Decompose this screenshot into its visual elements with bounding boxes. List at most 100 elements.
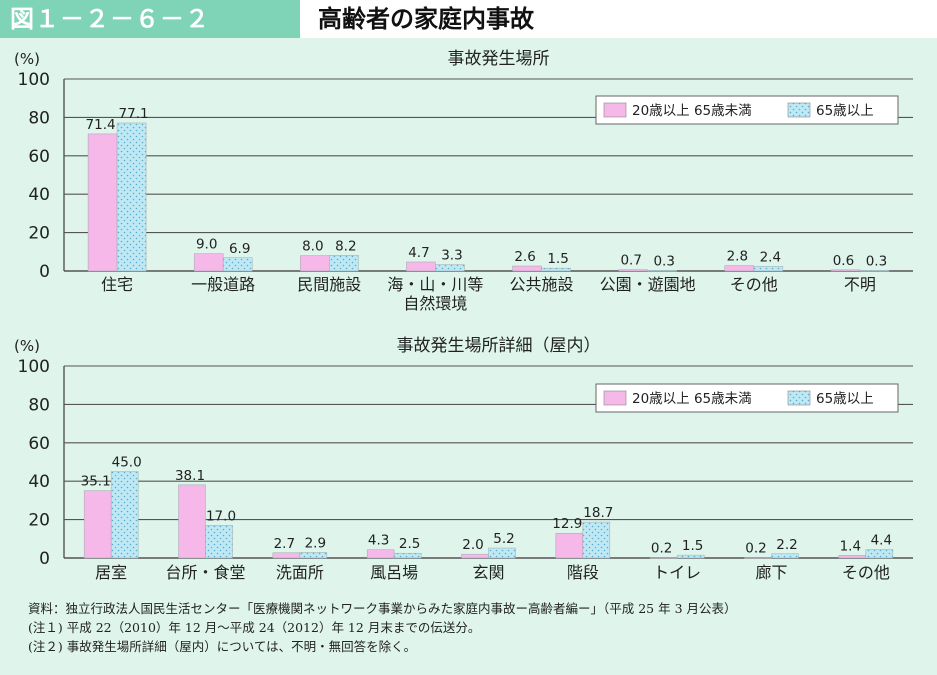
chart2-bar-b <box>110 471 139 559</box>
chart1-data-label: 77.1 <box>119 106 149 122</box>
chart2-legend-label-b: 65歳以上 <box>816 391 874 407</box>
chart1-ytick-label: 20 <box>28 224 50 244</box>
chart2-category-label: 階段 <box>567 563 599 582</box>
chart1-data-label: 3.3 <box>441 248 462 264</box>
chart2-bar-b <box>865 549 894 559</box>
chart2-ytick-label: 20 <box>28 511 50 531</box>
source-note: 資料：独立行政法人国民生活センター「医療機関ネットワーク事業からみた家庭内事故ー… <box>28 601 737 616</box>
chart1-data-label: 2.8 <box>727 249 748 265</box>
chart1-bar-a <box>724 265 755 272</box>
chart1-legend-label-a: 20歳以上 65歳未満 <box>632 103 752 119</box>
chart2-data-label: 4.4 <box>871 533 892 549</box>
chart1-data-label: 2.6 <box>514 249 535 265</box>
chart2-data-label: 2.0 <box>462 537 483 553</box>
chart1-data-label: 0.3 <box>653 253 674 269</box>
chart2-bar-b <box>676 554 705 559</box>
note-2: (注２) 事故発生場所詳細（屋内）については、不明・無回答を除く。 <box>28 639 417 654</box>
chart2-bar-b <box>488 547 516 559</box>
chart2-data-label: 0.2 <box>745 541 766 557</box>
chart1-data-label: 0.6 <box>833 253 854 269</box>
chart1-category-label: 公園・遊園地 <box>600 275 696 294</box>
chart1-ytick-label: 60 <box>28 147 50 167</box>
chart1-data-label: 8.0 <box>302 239 323 255</box>
chart1-category-label: 海・山・川等 <box>387 275 483 294</box>
chart1-category-label: 公共施設 <box>510 275 574 294</box>
chart1-data-label: 71.4 <box>86 117 116 133</box>
chart2-data-label: 1.4 <box>840 538 861 554</box>
chart1-data-label: 2.4 <box>760 249 781 265</box>
chart2-data-label: 18.7 <box>583 505 613 521</box>
chart1-legend-swatch-a <box>603 102 627 118</box>
chart1-category-label: 民間施設 <box>297 275 361 294</box>
chart2-category-label: 廊下 <box>755 563 787 582</box>
chart1-ytick-label: 0 <box>39 262 50 282</box>
chart1-bar-b <box>541 267 571 272</box>
chart1-category-label: 住宅 <box>101 275 133 294</box>
chart2-bar-b <box>299 552 328 559</box>
chart1-unit-label: (%) <box>14 50 40 68</box>
charts-canvas: 事故発生場所 (%) 0 20 40 60 80 100 71.477.1 住宅 9.0 6.9 一般道… <box>14 49 913 582</box>
chart1-legend-box <box>595 95 899 125</box>
note-1: (注１) 平成 22（2010）年 12 月～平成 24（2012）年 12 月… <box>28 620 481 635</box>
chart1-title: 事故発生場所 <box>448 49 550 69</box>
chart2-data-label: 0.2 <box>651 541 672 557</box>
chart2-category-label: 台所・食堂 <box>165 563 245 582</box>
chart2-bar-a <box>272 552 301 559</box>
chart1-bar-b <box>435 264 465 272</box>
chart2-unit-label: (%) <box>14 337 40 355</box>
figure-title: 高齢者の家庭内事故 <box>300 0 937 38</box>
chart1-data-label: 8.2 <box>335 238 356 254</box>
chart2-ytick-label: 0 <box>39 549 50 569</box>
chart2-ytick-label: 100 <box>18 357 50 377</box>
figure-number: 図１－２－６－２ <box>0 0 300 38</box>
chart1-data-label: 1.5 <box>547 251 568 267</box>
chart2-legend-swatch-b <box>787 390 811 406</box>
chart1-data-label: 4.7 <box>408 245 429 261</box>
chart1-category-label: 一般道路 <box>191 275 255 294</box>
chart1-category-label: その他 <box>730 275 778 294</box>
chart1-legend-label-b: 65歳以上 <box>816 103 874 119</box>
chart1-bar-b <box>859 270 890 272</box>
chart2-bar-a <box>744 557 772 559</box>
chart2-category-label: 玄関 <box>472 563 504 582</box>
chart2-data-label: 17.0 <box>206 508 236 524</box>
chart2-bar-a <box>83 490 112 559</box>
chart1-bar-b <box>329 255 359 272</box>
chart2-bar-b <box>582 521 611 559</box>
chart2-category-label: 風呂場 <box>370 563 418 582</box>
chart2-data-label: 38.1 <box>175 468 205 484</box>
chart2-data-label: 2.9 <box>305 535 326 551</box>
chart2-bar-a <box>838 555 867 559</box>
chart2-data-label: 5.2 <box>493 531 514 547</box>
chart2-data-label: 2.2 <box>776 537 797 553</box>
chart2-bar-a <box>178 484 206 559</box>
chart1-bar-a <box>193 253 224 272</box>
chart2-bar-a <box>461 553 489 559</box>
chart2-bar-a <box>366 549 395 559</box>
chart2-data-label: 45.0 <box>112 455 142 471</box>
chart2-data-label: 2.7 <box>274 536 295 552</box>
chart1-bar-a <box>300 255 330 272</box>
chart1-data-label: 0.3 <box>866 253 887 269</box>
chart2-data-label: 4.3 <box>368 533 389 549</box>
chart2-legend-label-a: 20歳以上 65歳未満 <box>632 391 752 407</box>
chart2-bar-b <box>393 552 422 559</box>
chart1-legend-swatch-b <box>787 102 811 118</box>
chart2-bar-a <box>555 532 584 559</box>
chart1-category-label: 自然環境 <box>403 294 467 313</box>
chart1-ytick-label: 40 <box>28 185 50 205</box>
chart2-category-label: トイレ <box>653 563 701 582</box>
chart1-bar-a <box>87 133 118 272</box>
chart1-bar-b <box>753 266 784 272</box>
chart1-bar-a <box>406 261 436 272</box>
chart2-bar-b <box>205 525 233 559</box>
chart1-ytick-label: 100 <box>18 70 50 90</box>
chart1-bar-a <box>618 269 648 272</box>
chart2-ytick-label: 60 <box>28 434 50 454</box>
chart1-bar-b <box>222 257 253 272</box>
chart2-category-label: 居室 <box>95 563 127 582</box>
chart2-data-label: 2.5 <box>399 536 420 552</box>
figure-header: 図１－２－６－２ 高齢者の家庭内事故 <box>0 0 937 38</box>
chart2-bar-b <box>771 553 799 559</box>
chart2-legend-box <box>595 383 899 413</box>
